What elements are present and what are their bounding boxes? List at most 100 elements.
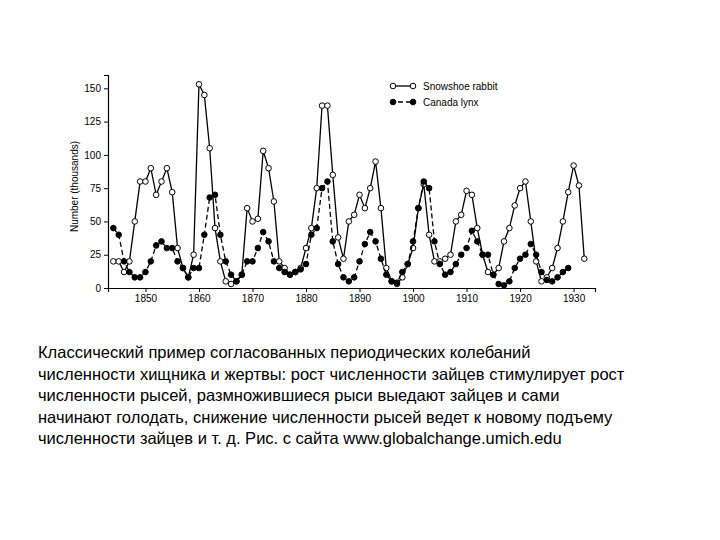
legend-marker [410,99,416,105]
legend: Snowshoe rabbitCanada lynx [390,81,498,108]
marker [410,239,416,245]
tick: 50 [90,216,108,227]
marker [266,165,272,171]
marker [116,259,122,265]
tick-label: 1910 [456,293,479,304]
marker [228,281,234,287]
marker [373,239,379,245]
marker [244,205,250,211]
marker [544,277,550,283]
marker [137,179,143,185]
marker [175,245,181,251]
marker [400,269,406,275]
marker [426,185,432,191]
tick-mark [467,288,468,292]
marker [560,269,566,275]
marker [378,256,384,262]
marker [448,252,454,258]
marker [458,252,464,258]
marker [351,275,357,281]
tick-mark [104,122,108,123]
marker [469,228,475,234]
legend-marker [390,83,396,89]
marker [127,269,133,275]
marker [507,279,513,285]
tick-label: 150 [84,83,101,94]
marker [474,225,480,231]
marker [260,229,266,235]
tick-mark [199,288,200,292]
marker [346,279,352,285]
chart: 1850186018701880189019001910192019300255… [0,0,720,540]
marker [218,232,224,238]
marker [330,172,336,178]
marker [159,179,165,185]
axis-line [104,76,109,289]
marker [341,256,347,262]
tick: 150 [84,83,108,94]
marker [442,256,448,262]
marker [367,185,373,191]
marker [442,272,448,278]
tick-label: 1860 [188,293,211,304]
marker [346,219,352,225]
marker [330,239,336,245]
tick-mark [104,288,108,289]
tick: 25 [90,249,108,260]
marker [143,269,149,275]
marker [153,192,159,198]
tick: 1920 [509,288,532,304]
tick-label: 1850 [135,293,158,304]
marker [202,92,208,98]
tick-mark [306,288,307,292]
marker [234,279,240,285]
marker [244,259,250,265]
caption-line: начинают голодать, снижение численности … [38,408,613,426]
marker [191,265,197,271]
marker [148,259,154,265]
marker [485,252,491,258]
series-line [113,84,584,284]
marker [517,185,523,191]
marker [293,269,299,275]
marker [164,165,170,171]
tick-label: 1930 [563,293,586,304]
tick-mark [104,221,108,222]
tick-mark [360,288,361,292]
tick: 1910 [456,288,479,304]
marker [571,163,577,169]
tick-mark [252,288,253,292]
marker [426,232,432,238]
marker [416,205,422,211]
marker [501,283,507,289]
tick-mark [520,288,521,292]
marker [373,159,379,165]
tick-mark [145,288,146,292]
tick-label: 100 [84,150,101,161]
marker [464,245,470,251]
marker [469,192,475,198]
tick-label: 0 [95,283,101,294]
tick: 1930 [563,288,586,304]
marker [357,192,363,198]
tick: 1850 [135,288,158,304]
y-axis: 0255075100125150 [84,76,108,294]
marker [319,185,325,191]
tick: 1890 [349,288,372,304]
marker [239,272,245,278]
tick-label: 125 [84,116,101,127]
marker [464,188,470,194]
marker [121,259,127,265]
tick-label: 1870 [242,293,265,304]
tick-mark [413,288,414,292]
caption-line: Классический пример согласованных период… [38,343,530,361]
tick-mark [104,188,108,189]
marker [565,189,571,195]
caption-line: численности хищника и жертвы: рост числе… [38,365,625,383]
marker [271,199,277,205]
tick: 0 [95,283,108,294]
marker [239,272,245,278]
legend-marker [410,83,416,89]
series-line [113,182,568,286]
tick-label: 1920 [509,293,532,304]
